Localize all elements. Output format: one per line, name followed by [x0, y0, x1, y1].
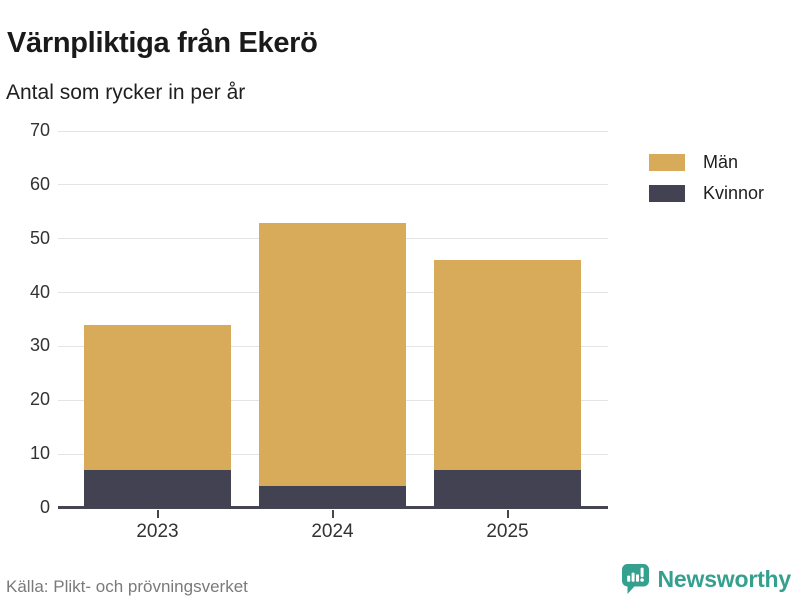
plot-area: [58, 130, 608, 509]
legend-label: Män: [703, 152, 739, 172]
legend-label: Kvinnor: [703, 183, 765, 203]
gridline: [58, 184, 608, 186]
y-axis-label: 70: [29, 120, 50, 140]
y-axis-label: 30: [29, 335, 50, 356]
newsworthy-speech-bubble-icon: [621, 564, 649, 594]
legend: Män Kvinnor: [649, 152, 764, 214]
bar-segment-2024-män: [259, 222, 406, 487]
newsworthy-wordmark: Newsworthy: [657, 566, 792, 592]
y-axis-label: 20: [29, 389, 50, 410]
x-axis-label: 2023: [136, 521, 179, 542]
bar-segment-2023-män: [84, 324, 231, 471]
x-axis-label: 2024: [311, 521, 354, 542]
y-axis-label: 0: [39, 497, 50, 517]
x-axis-tick: [331, 510, 334, 518]
legend-swatch: [649, 154, 685, 171]
y-axis-label: 10: [29, 443, 50, 464]
chart-subtitle: Antal som rycker in per år: [6, 81, 246, 104]
y-axis-label: 50: [29, 227, 50, 248]
chart-title: Värnpliktiga från Ekerö: [7, 27, 318, 60]
legend-item: Män: [649, 152, 764, 173]
newsworthy-logo: Newsworthy: [621, 563, 791, 596]
bar-segment-2023-kvinnor: [84, 470, 231, 508]
x-axis-label: 2025: [486, 521, 529, 542]
gridline: [58, 130, 608, 132]
bar-chart-exclamation-glyph: [626, 567, 644, 582]
legend-item: Kvinnor: [649, 183, 764, 204]
bar-segment-2025-män: [434, 260, 581, 471]
y-axis-label: 40: [29, 281, 50, 302]
legend-swatch: [649, 185, 685, 202]
y-axis-label: 60: [29, 173, 50, 194]
bar-segment-2024-kvinnor: [259, 486, 406, 508]
x-axis-tick: [156, 510, 159, 518]
source-note: Källa: Plikt- och prövningsverket: [6, 577, 248, 596]
bar-segment-2025-kvinnor: [434, 470, 581, 508]
x-axis-tick: [506, 510, 509, 518]
